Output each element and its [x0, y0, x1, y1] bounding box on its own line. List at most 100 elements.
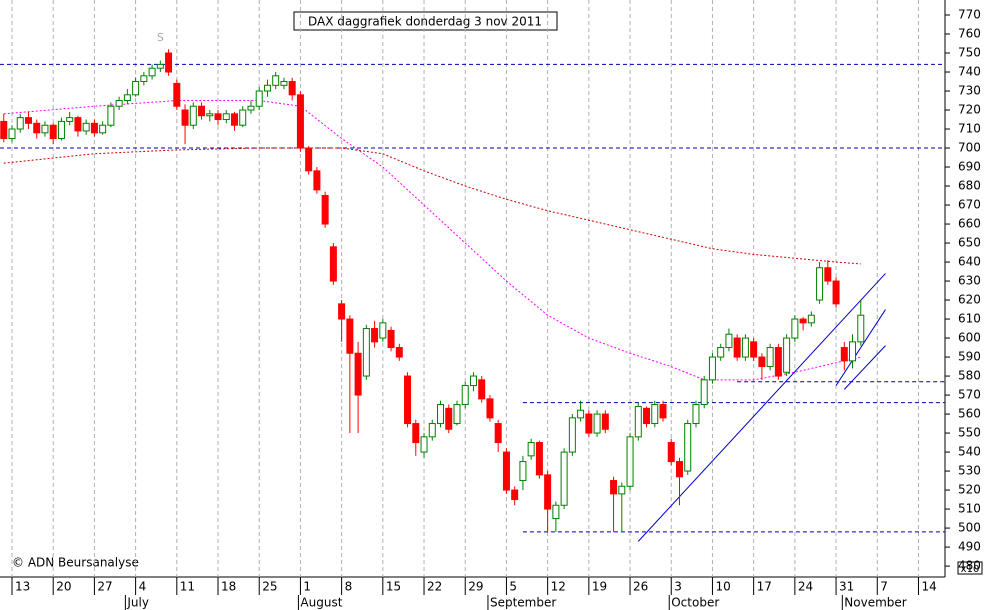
y-tick-label: 720 [958, 103, 981, 117]
candle-body [354, 352, 362, 396]
x-tick-label: 1 [303, 580, 311, 594]
candle-body [107, 105, 115, 126]
candle-body [593, 413, 601, 434]
candle-body [66, 117, 74, 122]
candle-body [659, 404, 667, 419]
y-tick-label: 750 [958, 46, 981, 60]
candle-body [181, 109, 189, 126]
candle-body [33, 122, 41, 134]
y-tick-label: 730 [958, 84, 981, 98]
y-tick-label: 760 [958, 27, 981, 41]
candle-body [371, 328, 379, 343]
x-tick-label: 19 [592, 580, 607, 594]
candle-body [552, 504, 560, 520]
y-tick-label: 600 [958, 331, 981, 345]
x-tick-label: 24 [798, 580, 813, 594]
candle-body [90, 122, 98, 134]
candle-body [708, 356, 716, 381]
candle-body [568, 417, 576, 453]
x-tick-label: 25 [262, 580, 277, 594]
x-tick-label: 11 [180, 580, 195, 594]
candle-body [634, 405, 642, 438]
x-tick-label: 22 [427, 580, 442, 594]
x-tick-label: 12 [551, 580, 566, 594]
x-tick-label: 31 [839, 580, 854, 594]
x-tick-label: 3 [674, 580, 682, 594]
candle-body [280, 81, 288, 86]
candle-body [206, 113, 214, 117]
candle-body [618, 485, 626, 495]
copyright: © ADN Beursanalyse [12, 556, 139, 570]
candle-body [362, 328, 370, 377]
candle-body [741, 337, 749, 358]
candle-body [173, 82, 181, 107]
candle-body [230, 113, 238, 126]
candle-body [453, 404, 461, 425]
x-tick-label: 15 [386, 580, 401, 594]
candle-body [329, 246, 337, 282]
candle-body [404, 375, 412, 425]
x-tick-label: 5 [509, 580, 517, 594]
annotation: S [157, 31, 164, 44]
candle-body [82, 122, 90, 132]
candle-body [288, 81, 296, 96]
y-tick-label: 620 [958, 293, 981, 307]
candle-body [412, 423, 420, 444]
candle-body [57, 120, 65, 140]
candle-body [832, 280, 840, 305]
scale-box [957, 561, 983, 575]
y-tick-label: 660 [958, 217, 981, 231]
candle-body [766, 347, 774, 368]
candle-body [849, 341, 857, 362]
candle-body [469, 375, 477, 387]
candle-body [486, 398, 494, 419]
candle-body [643, 407, 651, 425]
candle-body [585, 413, 593, 434]
candle-body [247, 105, 255, 111]
candle-body [115, 100, 123, 107]
scale-note: x10 [961, 564, 980, 575]
candle-body [577, 409, 585, 419]
candle-body [189, 105, 197, 126]
candle-body [511, 489, 519, 501]
y-tick-label: 770 [958, 8, 981, 22]
y-tick-label: 530 [958, 464, 981, 478]
moving-average [3, 100, 861, 381]
candle-body [99, 124, 107, 134]
candle-body [758, 356, 766, 368]
y-tick-label: 560 [958, 407, 981, 421]
x-tick-label: 20 [56, 580, 71, 594]
x-tick-label: 4 [139, 580, 147, 594]
y-tick-label: 590 [958, 350, 981, 364]
y-tick-label: 630 [958, 274, 981, 288]
candle-body [338, 303, 346, 320]
month-label: November [844, 596, 906, 610]
candle-body [8, 128, 16, 140]
candle-body [428, 423, 436, 438]
candle-body [461, 385, 469, 406]
candle-body [750, 341, 758, 358]
candle-body [717, 347, 725, 358]
y-tick-label: 480 [958, 559, 981, 573]
x-tick-label: 17 [757, 580, 772, 594]
x-tick-label: 14 [921, 580, 936, 594]
candle-body [420, 436, 428, 453]
y-tick-label: 510 [958, 502, 981, 516]
trend-line [835, 309, 886, 386]
candle-body [667, 442, 675, 463]
candle-body [346, 318, 354, 354]
y-tick-label: 580 [958, 369, 981, 383]
candle-body [74, 117, 82, 132]
candle-body [41, 124, 49, 134]
candle-body [16, 117, 24, 130]
month-label: August [300, 596, 342, 610]
x-tick-label: 13 [15, 580, 30, 594]
candle-body [725, 333, 733, 349]
chart-title: DAX daggrafiek donderdag 3 nov 2011 [308, 15, 542, 29]
x-tick-label: 10 [715, 580, 730, 594]
x-tick-label: 7 [880, 580, 888, 594]
candle-body [263, 84, 271, 92]
y-tick-label: 610 [958, 312, 981, 326]
candle-body [0, 120, 8, 140]
